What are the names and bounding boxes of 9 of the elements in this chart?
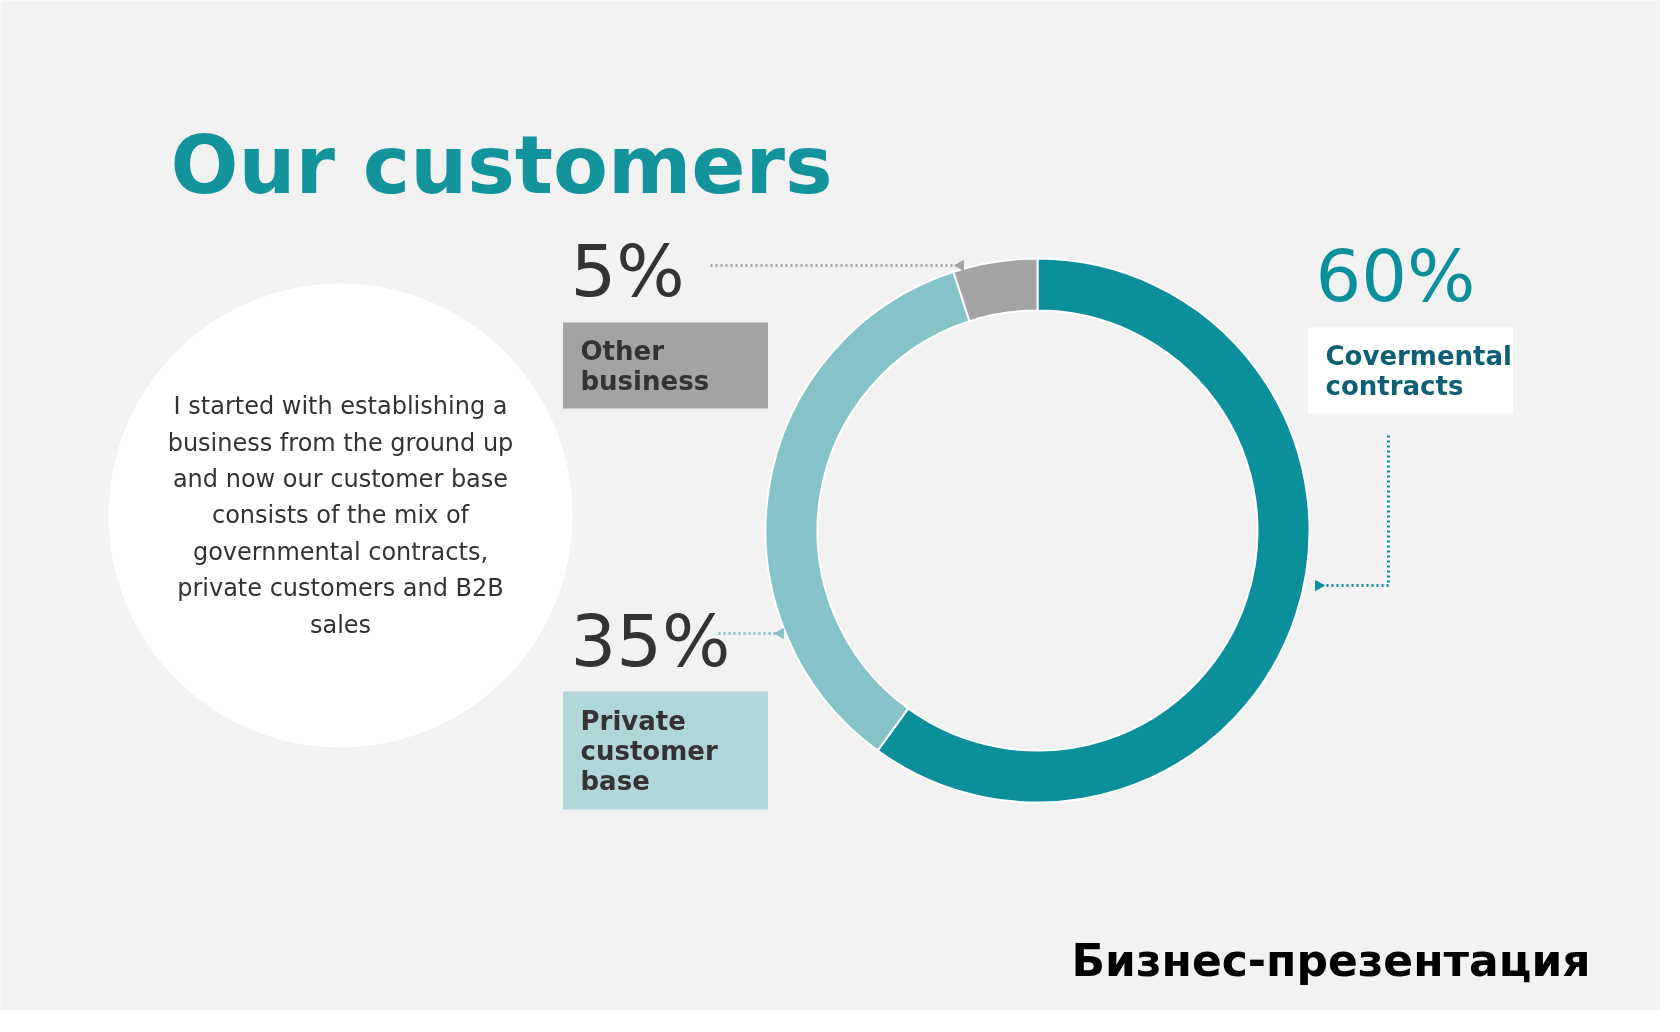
data-label: 35%	[570, 598, 731, 683]
text: I started with establishing a business from the ground up and now our customer base consists of the mix of governmental contracts, private customers and B2B sales	[167, 392, 514, 639]
data-label: 5%	[570, 228, 685, 313]
chart-title: Our customers	[170, 119, 833, 212]
slice-label: Private customer base	[580, 705, 718, 796]
text: Бизнес-презентация	[1071, 935, 1591, 986]
data-label: 60%	[1315, 233, 1476, 318]
slice-label: Covermental contracts	[1325, 340, 1512, 401]
slice-label: Other business	[580, 335, 710, 396]
